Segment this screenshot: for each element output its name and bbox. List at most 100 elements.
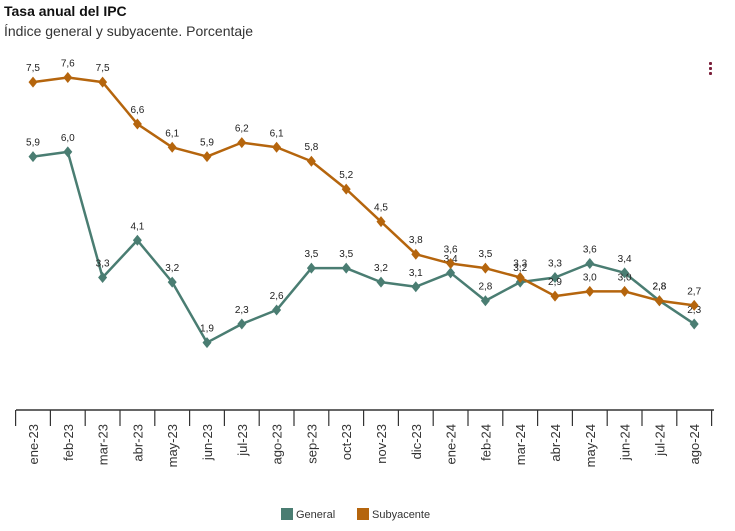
data-label: 3,2 xyxy=(165,263,179,274)
data-point xyxy=(306,155,316,167)
vertical-dots-menu-icon[interactable] xyxy=(704,62,716,80)
data-point xyxy=(620,267,630,279)
legend-swatch-subyacente xyxy=(357,508,369,520)
data-label: 3,8 xyxy=(409,235,423,246)
data-point xyxy=(585,285,595,297)
data-label: 3,5 xyxy=(339,249,353,260)
x-tick-label: may-23 xyxy=(165,424,180,467)
data-point xyxy=(63,146,73,158)
data-point xyxy=(167,276,177,288)
x-tick-label: abr-23 xyxy=(130,424,145,462)
data-point xyxy=(411,248,421,260)
x-tick-label: nov-23 xyxy=(374,424,389,464)
data-point xyxy=(202,337,212,349)
data-label: 2,9 xyxy=(548,277,562,288)
data-label: 2,3 xyxy=(235,305,249,316)
data-point xyxy=(28,151,38,163)
data-label: 6,1 xyxy=(270,128,284,139)
x-tick-label: jun-23 xyxy=(200,424,215,461)
data-point xyxy=(132,234,142,246)
data-label: 7,5 xyxy=(96,63,110,74)
data-label: 7,6 xyxy=(61,59,75,70)
x-tick-label: jul-23 xyxy=(235,424,250,457)
legend-swatch-general xyxy=(281,508,293,520)
data-label: 7,5 xyxy=(26,63,40,74)
x-tick-label: jul-24 xyxy=(652,424,667,457)
data-label: 3,3 xyxy=(513,258,527,269)
x-tick-label: ago-24 xyxy=(687,424,702,464)
data-point xyxy=(28,76,38,88)
x-tick-label: oct-23 xyxy=(339,424,354,460)
data-point xyxy=(341,262,351,274)
data-label: 5,9 xyxy=(26,138,40,149)
data-point xyxy=(515,271,525,283)
data-label: 3,6 xyxy=(583,245,597,256)
data-label: 3,4 xyxy=(618,254,632,265)
x-tick-label: may-24 xyxy=(583,424,598,467)
data-label: 3,3 xyxy=(548,258,562,269)
data-point xyxy=(480,295,490,307)
data-point xyxy=(411,281,421,293)
chart-title: Tasa anual del IPC xyxy=(4,3,127,19)
x-tick-label: feb-24 xyxy=(478,424,493,461)
data-point xyxy=(689,318,699,330)
x-tick-label: mar-23 xyxy=(96,424,111,465)
data-point xyxy=(98,76,108,88)
data-label: 6,1 xyxy=(165,128,179,139)
data-point xyxy=(550,290,560,302)
data-label: 3,1 xyxy=(409,268,423,279)
data-point xyxy=(689,299,699,311)
data-point xyxy=(480,262,490,274)
series-line-general xyxy=(32,150,695,344)
data-label: 1,9 xyxy=(200,324,214,335)
data-point xyxy=(376,276,386,288)
data-point xyxy=(167,141,177,153)
data-point xyxy=(446,258,456,270)
x-tick-label: sep-23 xyxy=(304,424,319,464)
data-label: 2,8 xyxy=(478,282,492,293)
x-tick-label: abr-24 xyxy=(548,424,563,462)
data-label: 3,6 xyxy=(444,245,458,256)
data-point xyxy=(272,304,282,316)
data-label: 2,6 xyxy=(270,291,284,302)
x-tick-label: jun-24 xyxy=(618,424,633,461)
series-line-subyacente xyxy=(32,76,695,307)
data-label: 2,7 xyxy=(687,286,701,297)
data-label: 3,2 xyxy=(374,263,388,274)
data-label: 3,5 xyxy=(478,249,492,260)
x-tick-label: ago-23 xyxy=(270,424,285,464)
data-label: 3,2 xyxy=(513,263,527,274)
data-point xyxy=(98,271,108,283)
data-label: 6,6 xyxy=(130,105,144,116)
data-point xyxy=(446,267,456,279)
x-tick-label: ene-24 xyxy=(444,424,459,464)
legend-label-general: General xyxy=(296,509,335,521)
data-point xyxy=(376,216,386,228)
legend-label-subyacente: Subyacente xyxy=(372,509,430,521)
data-label: 3,3 xyxy=(96,258,110,269)
data-label: 4,1 xyxy=(130,221,144,232)
x-tick-label: ene-23 xyxy=(26,424,41,464)
data-point xyxy=(654,295,664,307)
data-label: 3,5 xyxy=(304,249,318,260)
data-point xyxy=(550,271,560,283)
data-point xyxy=(63,72,73,84)
data-point xyxy=(585,258,595,270)
data-point xyxy=(237,318,247,330)
data-label: 5,2 xyxy=(339,170,353,181)
data-point xyxy=(341,183,351,195)
x-tick-label: feb-23 xyxy=(61,424,76,461)
data-point xyxy=(272,141,282,153)
data-label: 2,8 xyxy=(652,282,666,293)
data-point xyxy=(306,262,316,274)
data-label: 4,5 xyxy=(374,203,388,214)
chart-subtitle: Índice general y subyacente. Porcentaje xyxy=(4,23,254,39)
data-point xyxy=(620,285,630,297)
data-label: 3,0 xyxy=(618,272,632,283)
x-tick-label: mar-24 xyxy=(513,424,528,465)
data-label: 2,8 xyxy=(652,282,666,293)
data-point xyxy=(237,137,247,149)
data-point xyxy=(132,118,142,130)
data-label: 5,8 xyxy=(304,142,318,153)
